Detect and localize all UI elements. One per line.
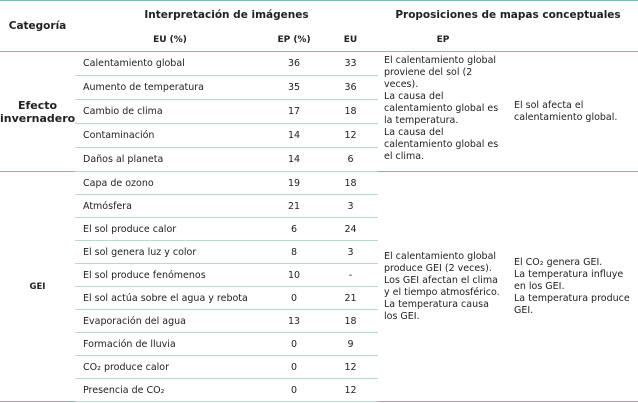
- category-cell: Efecto invernadero: [0, 98, 76, 125]
- ep-statements-cell: El sol afecta el calentamiento global.: [508, 52, 638, 172]
- ep-percent-cell: 12: [323, 123, 378, 148]
- ep-percent-cell: 21: [323, 286, 378, 310]
- item-cell: Calentamiento global: [75, 51, 265, 76]
- eu-percent-cell: 8: [265, 240, 323, 264]
- table-row: Cambio de clima 17 18: [0, 99, 638, 124]
- ep-percent-cell: 33: [323, 51, 378, 76]
- table-row: Formación de lluvia 0 9: [0, 332, 638, 356]
- images-header: Interpretación de imágenes: [75, 0, 378, 29]
- item-cell: CO₂ produce calor: [75, 355, 265, 379]
- statement: El calentamiento global proviene del sol…: [384, 55, 497, 90]
- table-row: Atmósfera 21 3: [0, 194, 638, 218]
- item-cell: Aumento de temperatura: [75, 75, 265, 100]
- table-row: GEI Capa de ozono 19 18 El calentamiento glo…: [0, 171, 638, 322]
- statement: Los GEI afectan el clima y el tiempo atm…: [384, 274, 500, 298]
- item-cell: El sol produce calor: [75, 217, 265, 241]
- item-cell: Cambio de clima: [75, 99, 265, 124]
- eu-percent-cell: 0: [265, 378, 323, 402]
- eu-percent-cell: 13: [265, 309, 323, 333]
- statement: El calentamiento global produce GEI (2 v…: [384, 250, 497, 274]
- eu-percent-cell: 36: [265, 51, 323, 76]
- table-row: El sol actúa sobre el agua y rebota 0 21: [0, 286, 638, 310]
- item-cell: Formación de lluvia: [75, 332, 265, 356]
- table-row: Evaporación del agua 13 18: [0, 309, 638, 333]
- ep-statements-cell: El CO₂ genera GEI. La temperatura influye…: [508, 172, 638, 402]
- ep-percent-cell: -: [323, 263, 378, 287]
- table-row: Contaminación 14 12: [0, 123, 638, 148]
- ep-percent-cell: 18: [323, 309, 378, 333]
- item-cell: Daños al planeta: [75, 147, 265, 172]
- statement: La causa del calentamiento global es la …: [384, 91, 499, 126]
- concepts-eu-header: EU: [343, 35, 358, 45]
- table-row: Presencia de CO₂ 0 12: [0, 378, 638, 402]
- item-cell: El sol actúa sobre el agua y rebota: [75, 286, 265, 310]
- eu-percent-cell: 0: [265, 286, 323, 310]
- ep-percent-cell: 9: [323, 332, 378, 356]
- statement: La causa del calentamiento global es el …: [384, 127, 499, 162]
- table-row: El sol genera luz y color 8 3: [0, 240, 638, 264]
- item-cell: El sol genera luz y color: [75, 240, 265, 264]
- table-row: CO₂ produce calor 0 12: [0, 355, 638, 379]
- item-cell: Presencia de CO₂: [75, 378, 265, 402]
- statement: El sol afecta el calentamiento global.: [514, 99, 618, 123]
- ep-percent-cell: 18: [323, 99, 378, 124]
- table-body: Efecto invernadero Calentamiento global 36…: [0, 51, 638, 402]
- statement: La temperatura causa los GEI.: [384, 298, 489, 322]
- statement: El CO₂ genera GEI.: [514, 256, 603, 268]
- eu-statements-cell: El calentamiento global proviene del sol…: [378, 52, 508, 172]
- category-header: Categoría: [0, 0, 75, 52]
- eu-statements-cell: El calentamiento global produce GEI (2 v…: [378, 172, 508, 402]
- eu-percent-cell: 10: [265, 263, 323, 287]
- ep-percent-cell: 3: [323, 194, 378, 218]
- concepts-ep-header: EP: [436, 35, 450, 45]
- ep-percent-cell: 12: [323, 355, 378, 379]
- ep-percent-cell: 3: [323, 240, 378, 264]
- item-cell: Atmósfera: [75, 194, 265, 218]
- ep-percent-cell: 12: [323, 378, 378, 402]
- eu-percent-cell: 0: [265, 355, 323, 379]
- eu-percent-cell: 14: [265, 147, 323, 172]
- category-cell: GEI: [29, 281, 46, 292]
- table-row: Aumento de temperatura 35 36: [0, 75, 638, 100]
- ep-percent-cell: 18: [323, 171, 378, 195]
- images-eu-header: EU (%): [153, 35, 187, 45]
- statement: La temperatura produce GEI.: [514, 292, 630, 316]
- item-cell: Contaminación: [75, 123, 265, 148]
- table-row: El sol produce fenómenos 10-: [0, 263, 638, 287]
- eu-percent-cell: 14: [265, 123, 323, 148]
- item-cell: El sol produce fenómenos: [75, 263, 265, 287]
- table-row: Efecto invernadero Calentamiento global 36…: [0, 51, 638, 162]
- images-ep-header: EP (%): [277, 35, 311, 45]
- eu-percent-cell: 21: [265, 194, 323, 218]
- item-cell: Evaporación del agua: [75, 309, 265, 333]
- concepts-header: Proposiciones de mapas conceptuales: [378, 0, 638, 29]
- eu-percent-cell: 0: [265, 332, 323, 356]
- table-row: Daños al planeta 14 6: [0, 147, 638, 172]
- ep-percent-cell: 6: [323, 147, 378, 172]
- eu-percent-cell: 6: [265, 217, 323, 241]
- ep-percent-cell: 24: [323, 217, 378, 241]
- statement: La temperatura influye en los GEI.: [514, 268, 624, 292]
- item-cell: Capa de ozono: [75, 171, 265, 195]
- ep-percent-cell: 36: [323, 75, 378, 100]
- eu-percent-cell: 19: [265, 171, 323, 195]
- table-row: El sol produce calor 6 24: [0, 217, 638, 241]
- eu-percent-cell: 35: [265, 75, 323, 100]
- eu-percent-cell: 17: [265, 99, 323, 124]
